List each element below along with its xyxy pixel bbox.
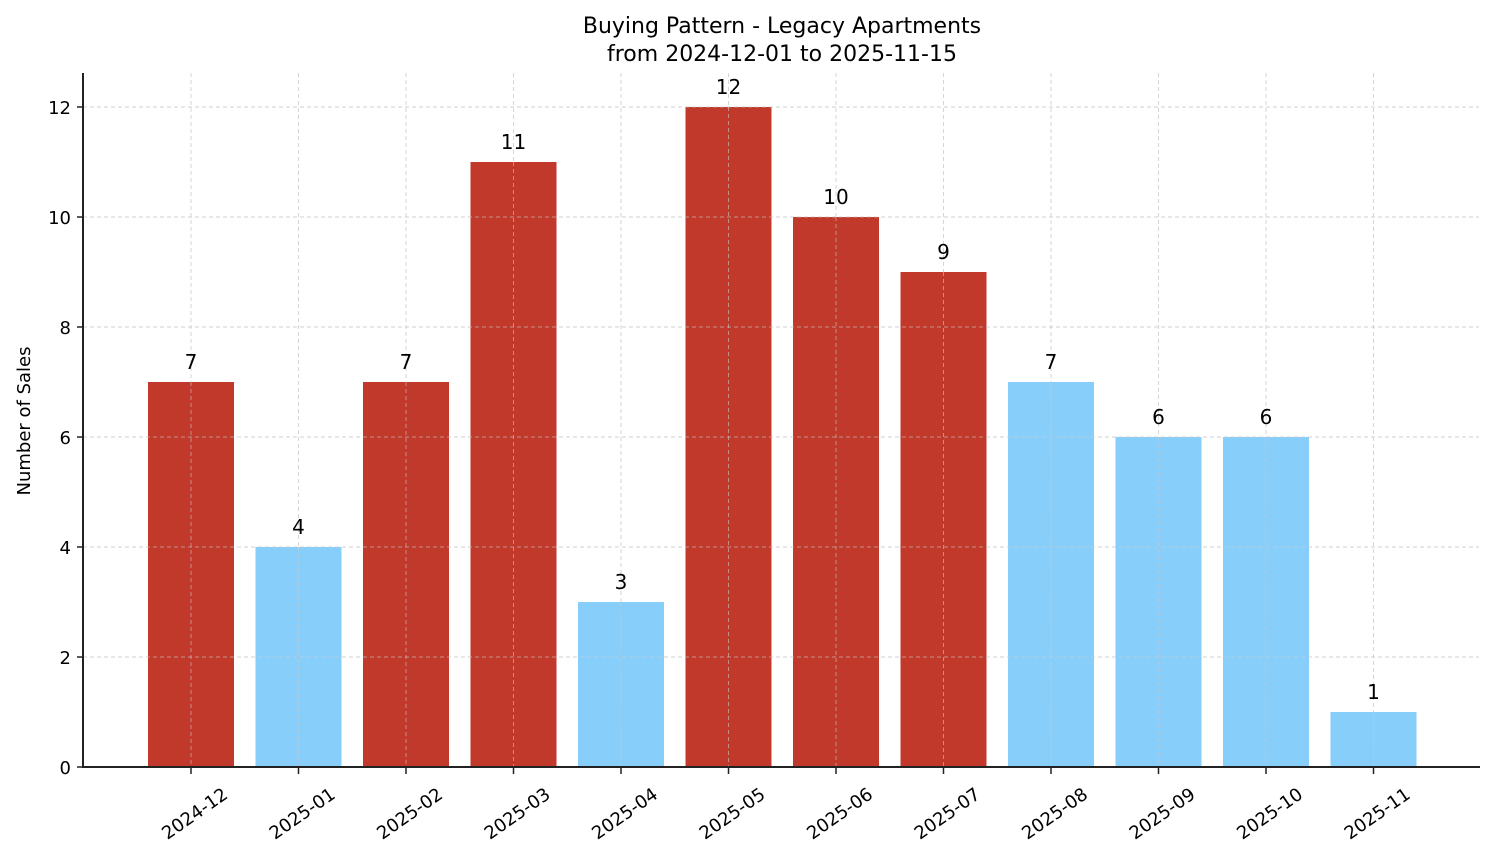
data-labels-group: 7 4 7 11 3 12 10 9 7 6 6 1 [185,75,1380,704]
gridlines-overlay [83,106,1479,767]
data-label: 6 [1260,405,1273,429]
x-tick-label: 2025-04 [588,784,662,844]
data-label: 7 [400,350,413,374]
y-tick-label: 2 [60,648,71,669]
y-tick-label: 10 [48,208,71,229]
data-label: 4 [292,515,305,539]
bar-2025-04 [578,602,664,767]
y-tick-label: 4 [60,538,71,559]
chart-subtitle: from 2024-12-01 to 2025-11-15 [607,42,957,67]
data-label: 12 [716,75,741,99]
x-tick-label: 2025-11 [1341,784,1415,844]
x-axis-ticks: 2024-12 2025-01 2025-02 2025-03 2025-04 2025-… [158,767,1414,844]
x-tick-label: 2025-07 [911,784,985,844]
chart-title: Buying Pattern - Legacy Apartments [583,14,981,39]
x-tick-label: 2025-08 [1018,784,1092,844]
x-tick-label: 2025-03 [481,784,555,844]
x-tick-label: 2025-06 [803,784,877,844]
data-label: 7 [1045,350,1058,374]
y-axis-ticks: 0 2 4 6 8 10 12 [48,98,83,779]
x-tick-label: 2025-05 [696,784,770,844]
x-tick-label: 2025-10 [1233,784,1307,844]
y-axis-label: Number of Sales [14,346,35,495]
x-tick-label: 2025-09 [1126,784,1200,844]
y-tick-label: 0 [60,758,71,779]
y-tick-label: 8 [60,318,71,339]
x-tick-label: 2024-12 [158,784,232,844]
x-tick-label: 2025-01 [266,784,340,844]
y-tick-label: 12 [48,98,71,119]
data-label: 10 [823,185,848,209]
y-tick-label: 6 [60,428,71,449]
data-label: 6 [1152,405,1165,429]
data-label: 11 [501,130,526,154]
data-label: 7 [185,350,198,374]
data-label: 1 [1367,680,1380,704]
x-tick-label: 2025-02 [373,784,447,844]
data-label: 9 [937,240,950,264]
data-label: 3 [615,570,628,594]
